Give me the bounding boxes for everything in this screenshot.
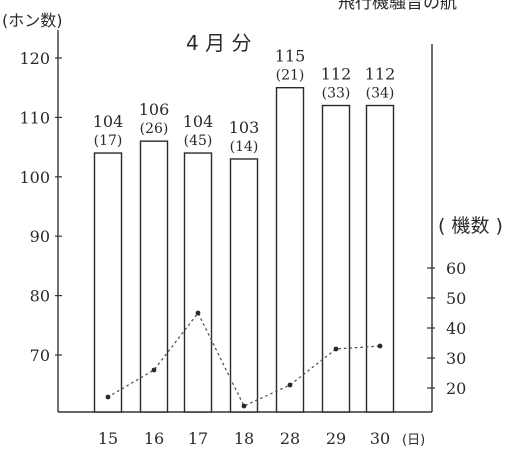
bar <box>229 158 259 413</box>
left-axis-tick-label: 120 <box>19 49 50 68</box>
bar <box>275 86 305 413</box>
x-axis-tick-label: 18 <box>234 429 254 448</box>
bar-aircraft-count-label: (33) <box>322 86 351 102</box>
bar <box>321 104 351 413</box>
labels-layer: 飛行機騒音の航 4 月 分 (ホン数) ( 機数 ) (日) <box>2 0 503 448</box>
right-axis-tick-label: 20 <box>446 379 466 398</box>
x-axis-tick-label: 28 <box>280 429 300 448</box>
x-axis-tick-label: 15 <box>98 429 118 448</box>
bar <box>365 104 395 413</box>
aircraft-count-layer <box>105 310 383 409</box>
x-axis-unit: (日) <box>402 433 425 448</box>
bar <box>93 152 123 413</box>
axes-layer: 70 80 90 100 110 120 20 30 40 50 60 15 16 17 18 28 29 30 <box>19 30 466 448</box>
bar-aircraft-count-label: (26) <box>140 121 169 137</box>
right-axis-tick-label: 60 <box>446 259 466 278</box>
bar-aircraft-count-label: (45) <box>184 133 213 149</box>
bar-aircraft-count-label: (14) <box>230 139 259 155</box>
bar-aircraft-count-label: (34) <box>366 86 395 102</box>
chart-title: 4 月 分 <box>186 31 251 55</box>
x-axis-tick-label: 16 <box>144 429 164 448</box>
bar-value-label: 112 <box>365 65 396 84</box>
bar-value-label: 103 <box>229 118 260 137</box>
right-axis-tick-label: 30 <box>446 349 466 368</box>
left-axis-tick-label: 70 <box>30 346 50 365</box>
bar-value-label: 104 <box>183 112 214 131</box>
x-axis-tick-label: 29 <box>326 429 346 448</box>
bar <box>183 152 213 413</box>
bar-value-label: 104 <box>93 112 124 131</box>
right-axis-label: ( 機数 ) <box>438 215 503 237</box>
bar-aircraft-count-label: (21) <box>276 68 305 84</box>
left-axis-label: (ホン数) <box>2 11 63 30</box>
x-axis-tick-label: 17 <box>188 429 208 448</box>
right-axis-tick-label: 50 <box>446 289 466 308</box>
aircraft-count-point <box>195 310 201 316</box>
right-axis-tick-label: 40 <box>446 319 466 338</box>
aircraft-count-point <box>333 346 339 352</box>
bars-layer: 104 (17) 106 (26) 104 (45) 103 (14) 115 (21) 112 (3… <box>93 47 396 413</box>
left-axis-tick-label: 90 <box>30 227 50 246</box>
left-axis-tick-label: 80 <box>30 287 50 306</box>
aircraft-count-point <box>151 367 157 373</box>
bar-aircraft-count-label: (17) <box>94 133 123 149</box>
aircraft-count-point <box>105 394 111 400</box>
aircraft-count-point <box>287 382 293 388</box>
x-axis-tick-label: 30 <box>370 429 390 448</box>
bar-value-label: 115 <box>275 47 306 66</box>
bar-value-label: 106 <box>139 100 170 119</box>
aircraft-count-point <box>241 403 247 409</box>
aircraft-count-point <box>377 343 383 349</box>
bar <box>139 140 169 413</box>
left-axis-tick-label: 100 <box>19 168 50 187</box>
bar-value-label: 112 <box>321 65 352 84</box>
left-axis-tick-label: 110 <box>19 108 50 127</box>
header-fragment: 飛行機騒音の航 <box>338 0 457 13</box>
